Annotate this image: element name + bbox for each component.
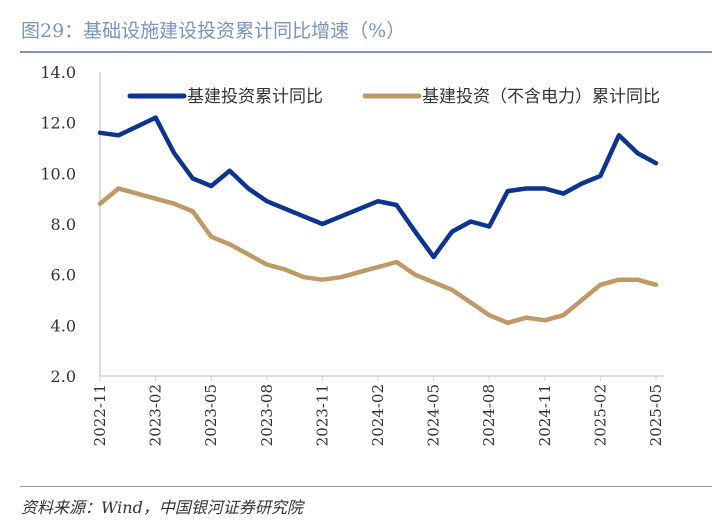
x-tick-label: 2024-05 [425,384,443,446]
x-tick-label: 2023-05 [202,384,220,446]
y-tick-label: 4.0 [51,316,76,335]
x-tick-label: 2025-05 [647,384,665,446]
y-tick-label: 10.0 [40,164,76,183]
series-line-2 [97,186,659,326]
x-tick-label: 2023-08 [258,384,276,446]
x-tick-label: 2025-02 [591,384,609,446]
legend-label-2: 基建投资（不含电力）累计同比 [422,87,660,107]
source-divider [20,486,712,487]
y-tick-label: 8.0 [51,215,76,234]
x-tick-label: 2022-11 [91,384,109,446]
line-chart: 2.0 4.0 6.0 8.0 10.0 12.0 14.0 2022-11 2023-02 20… [40,63,665,446]
figure-title: 图29：基础设施建设投资累计同比增速（%） [21,20,406,42]
x-tick-label: 2023-02 [147,384,165,446]
series-line-1 [97,115,659,260]
title-divider [20,51,712,53]
x-tick-label: 2024-08 [480,384,498,446]
y-tick-label: 2.0 [51,367,76,386]
y-tick-label: 6.0 [51,266,76,285]
source-note: 资料来源：Wind，中国银河证券研究院 [21,498,303,517]
x-tick-label: 2023-11 [313,384,331,446]
legend-label-1: 基建投资累计同比 [187,87,323,107]
x-tick-label: 2024-11 [536,384,554,446]
y-tick-label: 12.0 [40,114,76,133]
y-tick-label: 14.0 [40,63,76,82]
x-tick-label: 2024-02 [369,384,387,446]
